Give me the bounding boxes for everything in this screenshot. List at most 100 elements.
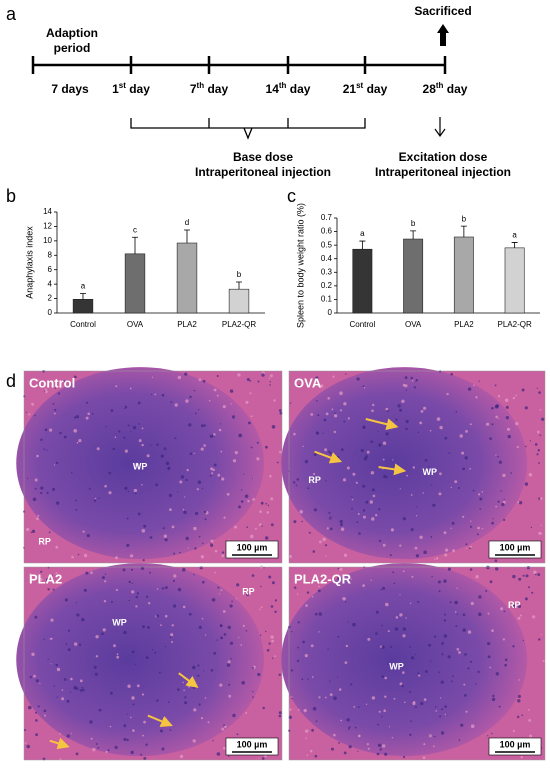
cell [479,497,483,501]
cell [90,571,93,574]
cell [463,683,466,686]
cell [399,488,401,490]
cell [29,577,33,581]
cell [222,610,226,613]
x-tick-label: PLA2 [454,320,474,329]
cell [329,680,331,682]
cell [36,517,39,521]
cell [530,526,533,529]
cell [462,467,465,471]
cell [487,655,491,659]
cell [307,678,309,680]
cell [404,384,408,388]
excitation-label: Excitation dose [399,150,488,164]
significance-label: d [185,218,189,227]
cell [411,656,415,660]
cell [259,634,262,636]
cell [219,423,221,425]
cell [252,666,254,669]
cell [402,671,405,674]
cell [268,575,272,579]
cell [540,524,542,526]
cell [87,412,90,416]
cell [465,430,468,433]
cell [303,708,307,713]
cell [127,424,130,427]
cell [504,398,509,403]
cell [358,735,361,737]
cell [236,733,239,736]
cell [249,392,252,395]
cell [202,580,205,584]
cell [271,425,276,429]
cell [31,652,35,656]
cell [93,665,97,669]
cell [56,501,60,505]
cell [293,520,297,524]
cell [402,517,406,521]
cell [274,655,277,658]
cell [213,388,217,392]
cell [348,728,350,730]
cell [204,634,207,636]
cell [327,397,331,400]
cell [521,388,525,392]
cell [406,474,408,477]
cell [202,379,206,383]
cell [479,508,482,510]
cell [430,536,433,538]
cell [325,480,327,482]
cell [435,557,439,560]
cell [381,645,385,649]
cell [50,663,52,665]
cell [392,459,394,461]
cell [59,431,62,435]
cell [343,751,347,755]
cell [171,624,174,627]
cell [198,703,201,706]
cell [279,411,283,415]
cell [423,698,427,701]
cell [439,472,442,476]
cell [319,384,324,388]
cell [48,531,51,534]
cell [288,715,292,719]
cell [71,555,74,559]
significance-label: b [462,214,467,223]
cell [538,391,541,394]
bar [176,242,198,314]
cell [116,655,120,659]
cell [47,588,50,591]
cell [467,667,470,670]
day-label: 7th day [190,81,229,96]
yellow-arrow [49,737,70,750]
cell [29,675,32,679]
cell [366,743,369,746]
cell [141,693,144,696]
cell [469,525,473,528]
cell [203,670,205,672]
cell [302,640,305,644]
cell [324,544,328,547]
cell [395,616,399,619]
cell [512,604,517,608]
cell [310,413,314,416]
cell [402,570,405,573]
cell [184,496,186,498]
cell [498,418,500,420]
cell [79,689,83,692]
cell [103,600,107,603]
cell [203,444,206,447]
cell [91,412,94,415]
cell [423,406,427,410]
cell [229,641,234,645]
cell [377,723,379,726]
cell [491,629,494,632]
cell [489,437,492,440]
cell [299,510,304,514]
cell [380,588,382,591]
cell [260,585,262,588]
cell [238,433,242,438]
cell [337,635,340,638]
cell [413,386,416,389]
